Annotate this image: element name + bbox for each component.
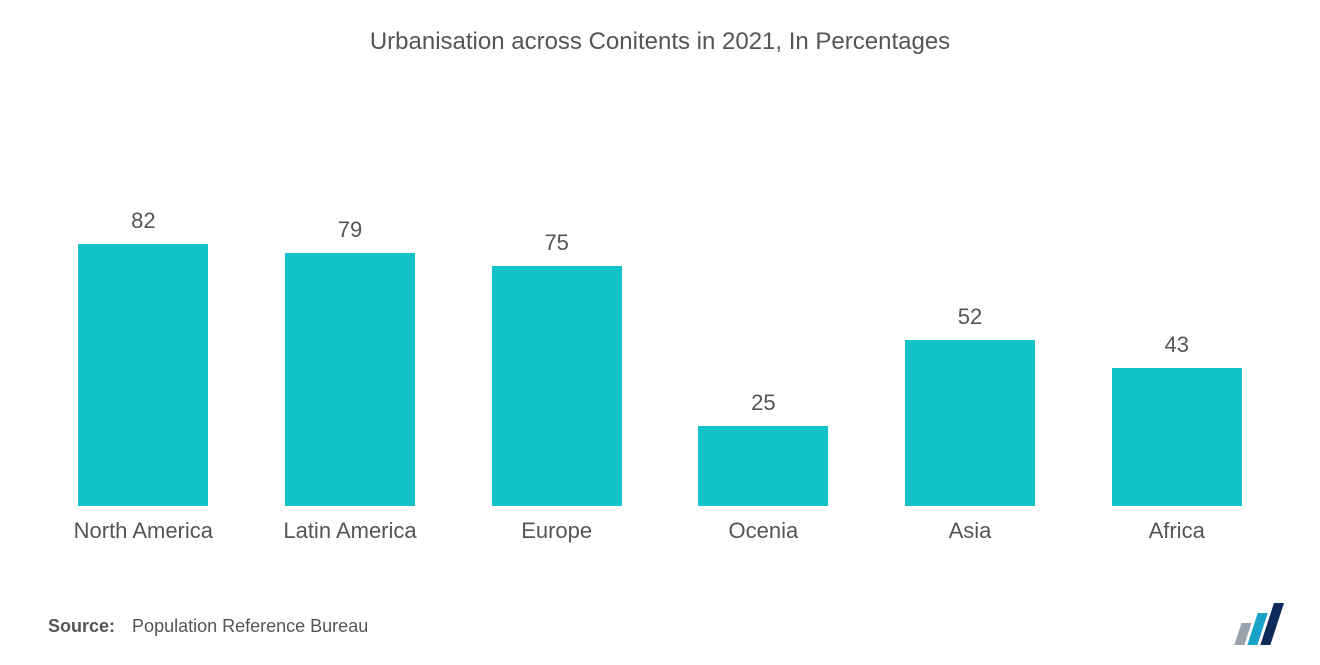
bar-category-label: Ocenia: [728, 518, 798, 544]
bar-category-label: Europe: [521, 518, 592, 544]
bar-value: 75: [544, 230, 568, 256]
bar-group: 75 Europe: [453, 126, 660, 506]
source-text: Population Reference Bureau: [132, 616, 368, 636]
bar-category-label: Asia: [949, 518, 992, 544]
bar: [78, 244, 208, 506]
brand-logo-icon: [1230, 603, 1292, 645]
chart-title: Urbanisation across Conitents in 2021, I…: [0, 0, 1320, 66]
bar: [285, 253, 415, 506]
source-label: Source:: [48, 616, 115, 636]
bar-category-label: North America: [74, 518, 213, 544]
bar-category-label: Africa: [1149, 518, 1205, 544]
bar-category-label: Latin America: [283, 518, 416, 544]
bar-value: 43: [1164, 332, 1188, 358]
bar-value: 25: [751, 390, 775, 416]
bar-group: 82 North America: [40, 126, 247, 506]
plot-area: 82 North America 79 Latin America 75 Eur…: [40, 126, 1280, 506]
bar-value: 79: [338, 217, 362, 243]
bar-value: 82: [131, 208, 155, 234]
bar-group: 43 Africa: [1073, 126, 1280, 506]
bar-group: 25 Ocenia: [660, 126, 867, 506]
bar: [698, 426, 828, 506]
chart-container: Urbanisation across Conitents in 2021, I…: [0, 0, 1320, 665]
bar-group: 52 Asia: [867, 126, 1074, 506]
chart-source: Source: Population Reference Bureau: [48, 616, 368, 637]
bar: [492, 266, 622, 506]
bar-value: 52: [958, 304, 982, 330]
bar-group: 79 Latin America: [247, 126, 454, 506]
bar: [905, 340, 1035, 506]
bar: [1112, 368, 1242, 506]
